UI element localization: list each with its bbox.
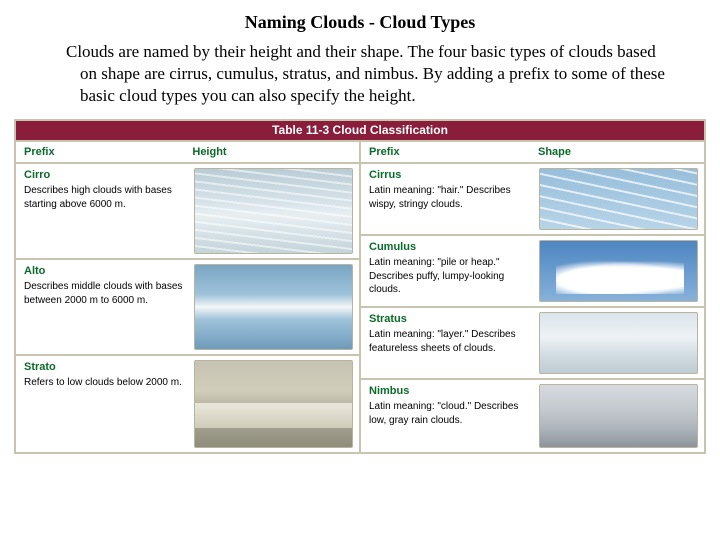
prefix-name: Nimbus — [369, 385, 531, 397]
prefix-name: Cirro — [24, 169, 186, 181]
cloud-thumb-nimbus — [539, 384, 698, 448]
table-row: Strato Refers to low clouds below 2000 m… — [16, 356, 359, 452]
prefix-desc: Refers to low clouds below 2000 m. — [24, 376, 186, 390]
prefix-desc: Latin meaning: "hair." Describes wispy, … — [369, 184, 531, 211]
prefix-desc: Latin meaning: "pile or heap." Describes… — [369, 256, 531, 297]
prefix-label: Prefix — [16, 142, 68, 162]
prefix-desc: Describes high clouds with bases startin… — [24, 184, 186, 211]
intro-paragraph: Clouds are named by their height and the… — [25, 33, 720, 115]
table-row: Cirro Describes high clouds with bases s… — [16, 164, 359, 260]
table-header: Table 11-3 Cloud Classification — [16, 121, 704, 142]
shape-column: Prefix Shape Cirrus Latin meaning: "hair… — [361, 142, 704, 452]
table-row: Alto Describes middle clouds with bases … — [16, 260, 359, 356]
height-label: Height — [68, 142, 359, 162]
cloud-thumb-cirrus — [539, 168, 698, 230]
prefix-desc: Latin meaning: "cloud." Describes low, g… — [369, 400, 531, 427]
cloud-thumb-cumulus — [539, 240, 698, 302]
cloud-thumb-stratus — [539, 312, 698, 374]
prefix-name: Stratus — [369, 313, 531, 325]
page-title: Naming Clouds - Cloud Types — [0, 12, 720, 33]
table-row: Cirrus Latin meaning: "hair." Describes … — [361, 164, 704, 236]
prefix-desc: Describes middle clouds with bases betwe… — [24, 280, 186, 307]
prefix-label: Prefix — [361, 142, 413, 162]
table-row: Cumulus Latin meaning: "pile or heap." D… — [361, 236, 704, 308]
shape-label: Shape — [413, 142, 704, 162]
classification-table: Table 11-3 Cloud Classification Prefix H… — [14, 119, 706, 454]
cloud-thumb-cirro — [194, 168, 353, 254]
height-column: Prefix Height Cirro Describes high cloud… — [16, 142, 361, 452]
prefix-name: Strato — [24, 361, 186, 373]
cloud-thumb-strato — [194, 360, 353, 448]
prefix-name: Cirrus — [369, 169, 531, 181]
prefix-name: Cumulus — [369, 241, 531, 253]
prefix-name: Alto — [24, 265, 186, 277]
table-row: Stratus Latin meaning: "layer." Describe… — [361, 308, 704, 380]
table-row: Nimbus Latin meaning: "cloud." Describes… — [361, 380, 704, 452]
prefix-desc: Latin meaning: "layer." Describes featur… — [369, 328, 531, 355]
cloud-thumb-alto — [194, 264, 353, 350]
